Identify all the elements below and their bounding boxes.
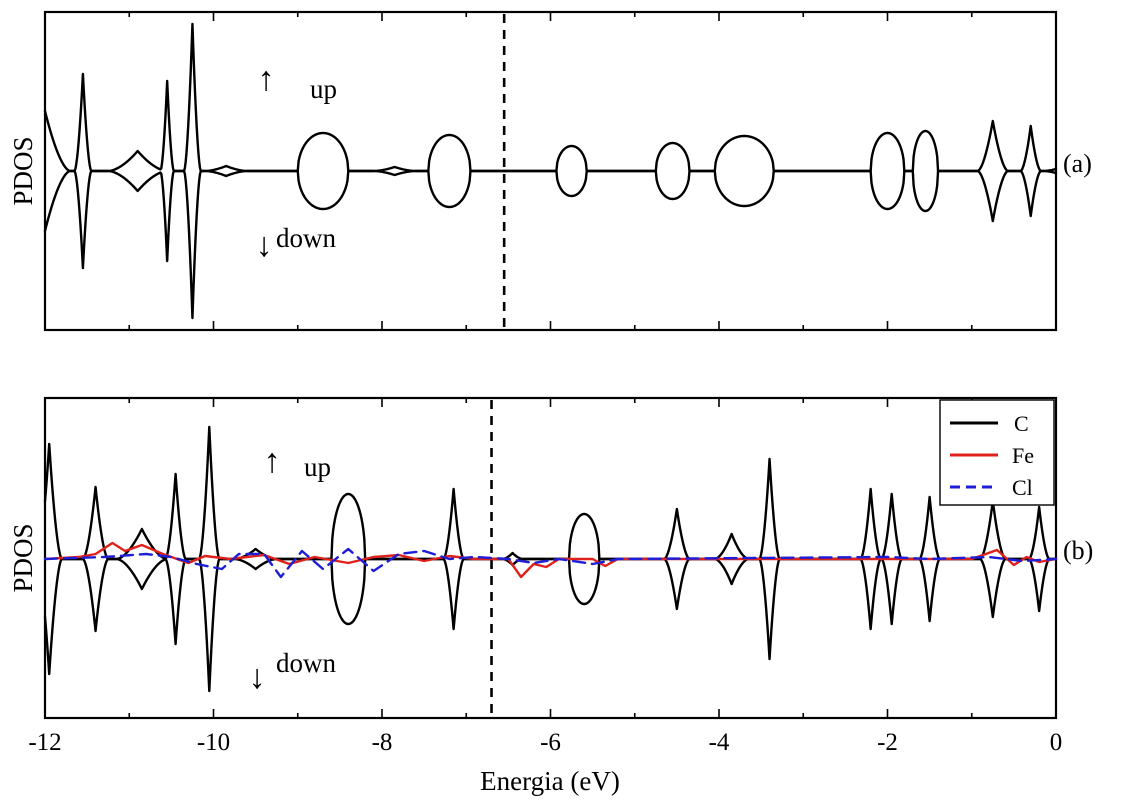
panel-b-series-c-up [43,425,1058,561]
panel-b-series-cl [43,547,1058,579]
panel-a-series [43,22,1058,320]
panel-b-series-fe [43,541,1058,579]
legend-box [939,399,1055,506]
panel-b: PDOS (b) ↑ up ↓ down C Fe Cl -12 -10 -8 -6-… [8,396,1093,796]
x-tick-label-2: -8 [372,729,393,756]
legend: C Fe Cl [939,399,1055,506]
panel-a-xticks [44,12,1057,330]
x-tick-label-5: -2 [877,729,898,756]
panel-b-xticks [44,398,1057,718]
panel-a-series-total-down [43,169,1058,320]
x-axis-label: Energia (eV) [480,766,620,796]
x-tick-label-1: -10 [197,729,230,756]
x-tick-label-4: -4 [709,729,730,756]
panel-a-series-total-up [43,22,1058,173]
panel-a-ylabel: PDOS [8,136,38,205]
x-tick-label-0: -12 [28,729,61,756]
panel-b-series [43,425,1058,693]
panel-a-down-label: down [276,223,336,253]
panel-a-label: (a) [1063,149,1092,178]
panel-b-ylabel: PDOS [8,523,38,592]
panel-a: PDOS (a) ↑ up ↓ down [8,10,1092,332]
panel-b-up-label: up [304,452,331,482]
x-tick-label-6: 0 [1050,729,1063,756]
panel-a-up-label: up [310,74,337,104]
panel-b-tick-labels: -12 -10 -8 -6 -4 -2 0 [28,729,1062,756]
legend-label-fe: Fe [1012,443,1034,468]
panel-a-up-arrow: ↑ [258,61,275,98]
panel-b-label: (b) [1063,536,1093,565]
panel-b-up-arrow: ↑ [264,443,281,480]
legend-label-cl: Cl [1012,475,1033,500]
x-tick-label-3: -6 [540,729,561,756]
panel-b-down-label: down [276,648,336,678]
panel-a-down-arrow: ↓ [256,227,273,264]
legend-label-c: C [1014,411,1029,436]
panel-b-series-c-down [43,557,1058,693]
panel-b-down-arrow: ↓ [249,659,266,696]
